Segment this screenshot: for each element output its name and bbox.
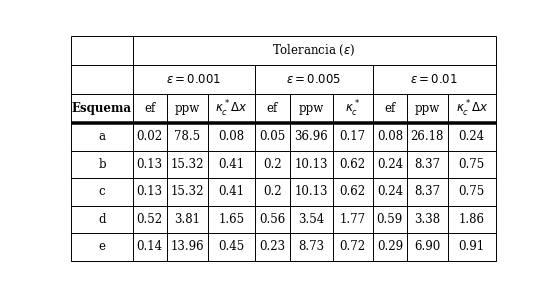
Text: 78.5: 78.5 <box>174 130 200 143</box>
Text: 13.96: 13.96 <box>170 240 204 253</box>
Text: 0.62: 0.62 <box>340 185 366 198</box>
Text: ppw: ppw <box>299 102 324 115</box>
Text: 0.75: 0.75 <box>458 185 485 198</box>
Text: Tolerancia ($\epsilon$): Tolerancia ($\epsilon$) <box>272 43 356 59</box>
Text: 3.54: 3.54 <box>298 213 324 226</box>
Text: 0.13: 0.13 <box>137 185 163 198</box>
Text: Esquema: Esquema <box>72 102 132 115</box>
Text: 0.29: 0.29 <box>377 240 403 253</box>
Text: 15.32: 15.32 <box>170 185 204 198</box>
Text: 10.13: 10.13 <box>294 158 328 171</box>
Text: 0.52: 0.52 <box>137 213 163 226</box>
Text: 3.81: 3.81 <box>174 213 200 226</box>
Text: ef: ef <box>384 102 395 115</box>
Text: 15.32: 15.32 <box>170 158 204 171</box>
Text: $\kappa_c^*\Delta x$: $\kappa_c^*\Delta x$ <box>456 98 488 119</box>
Text: 0.75: 0.75 <box>458 158 485 171</box>
Text: $\kappa_c^*$: $\kappa_c^*$ <box>345 98 361 119</box>
Text: 0.02: 0.02 <box>137 130 163 143</box>
Text: e: e <box>98 240 106 253</box>
Text: 0.08: 0.08 <box>218 130 244 143</box>
Text: c: c <box>98 185 105 198</box>
Text: b: b <box>98 158 106 171</box>
Text: 0.23: 0.23 <box>259 240 285 253</box>
Text: 0.24: 0.24 <box>458 130 485 143</box>
Text: 0.45: 0.45 <box>218 240 244 253</box>
Text: $\epsilon = 0.01$: $\epsilon = 0.01$ <box>410 73 458 86</box>
Text: 10.13: 10.13 <box>294 185 328 198</box>
Text: $\kappa_c^*\Delta x$: $\kappa_c^*\Delta x$ <box>216 98 248 119</box>
Text: 0.05: 0.05 <box>259 130 285 143</box>
Text: 0.41: 0.41 <box>218 185 244 198</box>
Text: 0.72: 0.72 <box>340 240 366 253</box>
Text: 0.2: 0.2 <box>263 185 282 198</box>
Text: 8.37: 8.37 <box>414 158 440 171</box>
Text: $\epsilon = 0.005$: $\epsilon = 0.005$ <box>286 73 342 86</box>
Text: 0.2: 0.2 <box>263 158 282 171</box>
Text: 8.73: 8.73 <box>298 240 324 253</box>
Text: 0.13: 0.13 <box>137 158 163 171</box>
Text: 0.41: 0.41 <box>218 158 244 171</box>
Text: 0.91: 0.91 <box>458 240 485 253</box>
Text: 36.96: 36.96 <box>294 130 328 143</box>
Text: 0.14: 0.14 <box>137 240 163 253</box>
Text: a: a <box>98 130 106 143</box>
Text: 0.56: 0.56 <box>259 213 285 226</box>
Text: $\epsilon = 0.001$: $\epsilon = 0.001$ <box>166 73 222 86</box>
Text: 1.86: 1.86 <box>458 213 484 226</box>
Text: 0.59: 0.59 <box>377 213 403 226</box>
Text: d: d <box>98 213 106 226</box>
Text: 1.77: 1.77 <box>340 213 366 226</box>
Text: 26.18: 26.18 <box>411 130 444 143</box>
Text: 1.65: 1.65 <box>218 213 244 226</box>
Text: ppw: ppw <box>415 102 440 115</box>
Text: 0.08: 0.08 <box>377 130 403 143</box>
Text: ef: ef <box>267 102 278 115</box>
Text: ppw: ppw <box>175 102 200 115</box>
Text: 0.17: 0.17 <box>340 130 366 143</box>
Text: 8.37: 8.37 <box>414 185 440 198</box>
Text: 0.24: 0.24 <box>377 158 403 171</box>
Text: 3.38: 3.38 <box>414 213 440 226</box>
Text: ef: ef <box>144 102 155 115</box>
Text: 6.90: 6.90 <box>414 240 441 253</box>
Text: 0.62: 0.62 <box>340 158 366 171</box>
Text: 0.24: 0.24 <box>377 185 403 198</box>
